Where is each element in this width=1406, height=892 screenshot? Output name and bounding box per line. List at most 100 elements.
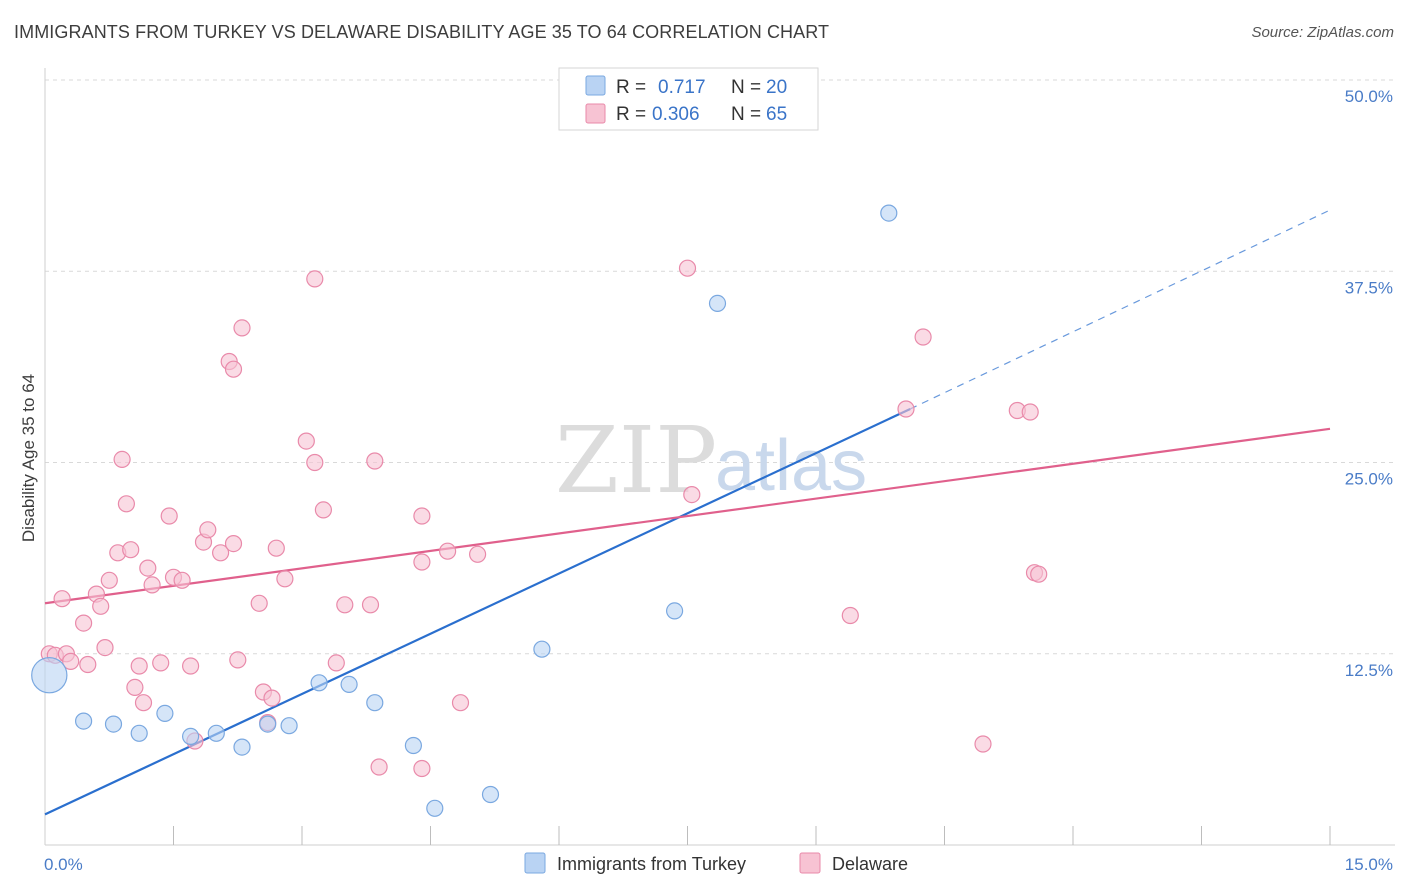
legend-r-label-2: R = [616,104,646,125]
delaware-point-49 [413,553,431,571]
y-tick-label-1: 25.0% [1345,470,1393,489]
delaware-point-47 [366,452,384,470]
legend-n-value-1: 20 [766,77,787,98]
delaware-point-6 [79,655,97,674]
delaware-point-54 [469,545,487,563]
x-tick-label-0: 0.0% [44,855,83,874]
turkey-point-11 [340,675,358,694]
x-tick-labels: 0.0% 15.0% [44,855,1393,874]
delaware-point-37 [267,539,285,557]
delaware-point-43 [314,501,332,519]
delaware-point-3 [62,652,80,671]
legend-r-label-1: R = [616,77,646,98]
series-label-turkey: Immigrants from Turkey [557,854,746,874]
x-tick-label-1: 15.0% [1345,855,1393,874]
delaware-point-45 [336,596,354,614]
grid-lines [45,79,1395,655]
turkey-point-19 [880,204,898,222]
delaware-point-57 [841,606,859,625]
delaware-point-8 [92,597,110,615]
delaware-point-34 [250,594,268,612]
legend-swatch-blue [585,75,606,96]
delaware-point-41 [306,270,324,288]
delaware-point-13 [117,495,136,513]
delaware-point-9 [96,638,114,657]
y-tick-label-3: 50.0% [1345,87,1393,106]
source-label: Source: ZipAtlas.com [1251,24,1394,41]
delaware-point-52 [439,542,457,560]
series-swatch-turkey [524,852,546,874]
axes [44,68,1395,846]
legend-n-label-1: N = [731,77,761,98]
delaware-point-10 [100,571,118,589]
delaware-point-15 [126,678,144,697]
y-tick-label-2: 37.5% [1345,278,1393,297]
turkey-point-0 [31,657,68,694]
turkey-point-10 [310,674,328,692]
delaware-point-64 [1030,565,1048,583]
delaware-point-30 [229,651,247,669]
delaware-point-27 [199,521,217,539]
turkey-point-17 [665,602,684,620]
y-tick-label-0: 12.5% [1345,661,1393,680]
legend-swatch-pink [585,103,606,124]
delaware-point-31 [233,319,251,337]
legend-n-label-2: N = [731,104,761,125]
delaware-point-29 [224,534,243,553]
turkey-point-5 [182,727,200,746]
delaware-point-38 [276,570,294,588]
delaware-point-36 [263,689,281,707]
legend-r-value-1: 0.717 [658,77,706,98]
delaware-point-21 [160,507,178,525]
delaware-point-17 [134,694,153,712]
delaware-point-18 [139,559,157,577]
turkey-trend-line [44,407,911,816]
delaware-point-4 [53,590,71,608]
series-legend: Immigrants from Turkey Delaware [524,852,908,874]
stats-legend: R = 0.717 N = 20 R = 0.306 N = 65 [558,67,819,131]
turkey-point-3 [130,724,148,742]
turkey-point-13 [404,736,422,755]
delaware-point-53 [451,694,470,712]
delaware-point-44 [327,654,345,672]
delaware-point-42 [306,453,324,472]
series-label-delaware: Delaware [832,854,908,874]
turkey-point-16 [533,640,551,658]
delaware-point-46 [361,596,380,614]
chart-title: IMMIGRANTS FROM TURKEY VS DELAWARE DISAB… [14,22,830,42]
turkey-point-8 [259,715,277,733]
turkey-point-9 [280,717,298,735]
turkey-point-15 [481,785,500,804]
delaware-point-16 [130,657,148,675]
trend-lines [44,209,1331,816]
legend-r-value-2: 0.306 [652,104,700,125]
delaware-point-20 [152,654,170,672]
turkey-point-18 [708,294,727,312]
delaware-point-33 [224,360,243,378]
delaware-point-23 [173,571,191,589]
delaware-point-28 [212,544,230,562]
delaware-point-14 [122,541,140,559]
delaware-point-60 [974,735,992,753]
delaware-point-19 [143,576,161,594]
series-swatch-delaware [799,852,821,874]
delaware-trend-line [44,427,1331,605]
turkey-point-12 [366,694,384,712]
turkey-point-7 [233,738,251,756]
delaware-point-55 [678,259,697,277]
delaware-point-24 [182,657,200,675]
turkey-point-2 [104,715,123,733]
delaware-point-63 [1021,403,1039,421]
delaware-point-58 [897,400,915,418]
delaware-point-51 [413,759,431,778]
data-points [31,204,1048,817]
delaware-point-40 [297,432,315,450]
delaware-point-12 [113,450,131,468]
y-axis-label: Disability Age 35 to 64 [19,374,38,542]
turkey-point-1 [74,712,93,730]
turkey-point-6 [207,724,225,742]
delaware-point-59 [914,328,932,346]
y-tick-labels: 12.5% 25.0% 37.5% 50.0% [1345,87,1393,680]
turkey-point-4 [156,704,174,723]
